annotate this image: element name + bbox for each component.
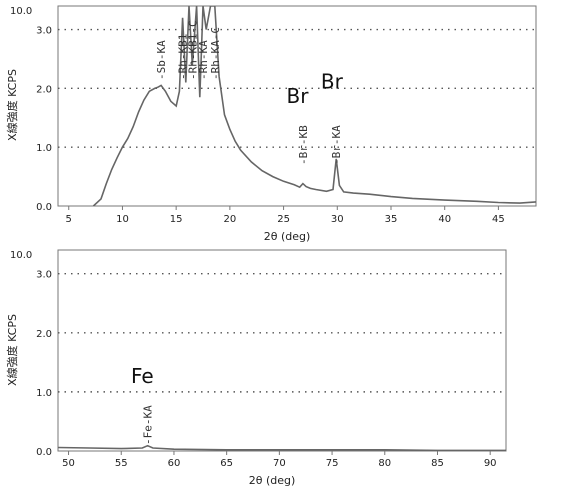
x-tick-label: 30 — [331, 214, 344, 225]
x-tick-label: 45 — [492, 214, 505, 225]
y-tick-label: 3.0 — [36, 26, 52, 37]
x-tick-label: 10 — [116, 214, 129, 225]
peak-annotation: -Fe-KA — [142, 405, 155, 445]
peak-annotation: -Rh-KB1-C — [186, 20, 199, 80]
y-tick-label: 0.0 — [36, 447, 52, 458]
x-tick-label: 15 — [170, 214, 183, 225]
y-max-label: 10.0 — [10, 250, 32, 261]
chart-panel-1: 0.0 1.0 2.0 3.0 10.0 5 10 15 20 25 30 35 40 45 2θ (deg… — [5, 5, 537, 243]
x-tick-label: 90 — [484, 458, 497, 469]
y-max-label: 10.0 — [10, 6, 32, 17]
spectrum-line — [92, 6, 536, 206]
x-tick-label: 5 — [66, 214, 72, 225]
x-tick-label: 75 — [326, 458, 339, 469]
peak-annotation: -Rh-KA — [197, 40, 210, 80]
element-label: Br — [287, 84, 310, 108]
x-tick-label: 40 — [438, 214, 451, 225]
y-tick-label: 2.0 — [36, 84, 52, 95]
element-label: Br — [321, 69, 344, 93]
x-axis-label: 2θ (deg) — [249, 474, 296, 487]
x-tick-label: 50 — [62, 458, 75, 469]
chart-panel-2: 0.0 1.0 2.0 3.0 10.0 50 55 60 65 70 75 80 85 90 2θ (de… — [5, 249, 507, 487]
peak-annotation: -Rh-KB1 — [177, 34, 190, 80]
peak-annotation: -Br-KB — [297, 125, 310, 165]
x-tick-label: 60 — [168, 458, 181, 469]
x-tick-label: 70 — [273, 458, 286, 469]
x-tick-label: 25 — [277, 214, 290, 225]
y-tick-label: 1.0 — [36, 388, 52, 399]
plot-frame — [57, 249, 507, 452]
peak-annotation: -Br-KA — [330, 125, 343, 165]
element-label: Fe — [131, 364, 154, 388]
x-axis-label: 2θ (deg) — [264, 230, 311, 243]
y-tick-label: 3.0 — [36, 270, 52, 281]
spectrum-line — [58, 444, 506, 451]
x-tick-label: 80 — [378, 458, 391, 469]
x-tick-label: 20 — [223, 214, 236, 225]
y-tick-label: 0.0 — [36, 202, 52, 213]
y-axis-label: X線強度 KCPS — [5, 69, 19, 141]
peak-annotation: -Rh-KA-C — [209, 27, 222, 80]
peak-annotation: -Sb-KA — [155, 40, 168, 80]
y-tick-label: 1.0 — [36, 143, 52, 154]
x-tick-label: 65 — [220, 458, 233, 469]
plot-frame — [57, 5, 537, 207]
x-tick-label: 35 — [385, 214, 398, 225]
x-tick-label: 55 — [115, 458, 128, 469]
y-axis-label: X線強度 KCPS — [5, 314, 19, 386]
x-tick-label: 85 — [431, 458, 444, 469]
y-tick-label: 2.0 — [36, 329, 52, 340]
